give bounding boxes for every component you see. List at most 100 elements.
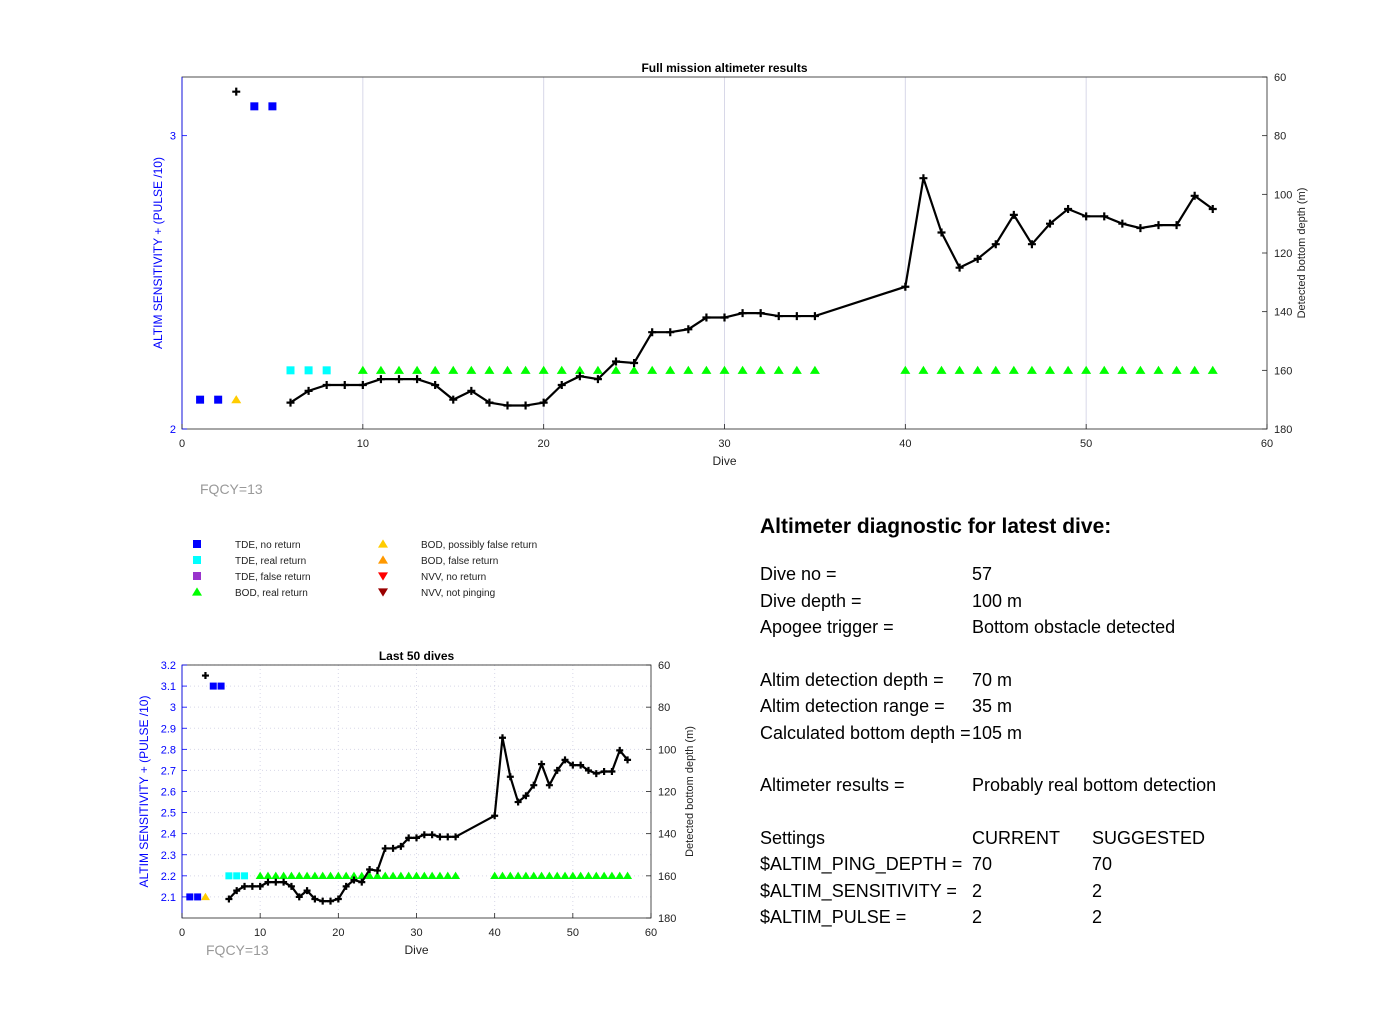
bottom-depth-point [201, 672, 209, 680]
left-tick-label: 2.6 [161, 787, 176, 799]
bod-real-return-marker [466, 365, 477, 374]
bod-real-return-marker [576, 871, 586, 879]
bottom-depth-point [561, 756, 569, 764]
bod-real-return-marker [341, 871, 351, 879]
right-tick-label: 160 [658, 871, 676, 883]
bottom-depth-point [1154, 221, 1163, 230]
x-tick-label: 0 [179, 927, 185, 939]
bottom-depth-point [538, 760, 546, 768]
tde-no-return-marker [209, 682, 217, 690]
bod-real-return-marker [1117, 365, 1128, 374]
bod-real-return-marker [380, 871, 390, 879]
bod-real-return-marker [255, 871, 265, 879]
bod-real-return-marker [412, 871, 421, 879]
bottom-depth-point [413, 834, 420, 842]
bod-real-return-marker [404, 871, 414, 879]
bottom-depth-point [506, 773, 514, 781]
bottom-depth-point [272, 878, 280, 886]
bod-real-return-marker [279, 871, 289, 879]
bod-real-return-marker [263, 871, 273, 879]
right-tick-label: 160 [1274, 365, 1292, 377]
bod-real-return-marker [365, 871, 375, 879]
bottom-depth-point [901, 282, 910, 291]
bod-real-return-marker [647, 365, 658, 374]
x-axis-label: Dive [404, 943, 428, 957]
bod-real-return-marker [349, 871, 359, 879]
setting-suggested: 2 [1092, 907, 1103, 927]
bottom-depth-point [248, 882, 256, 890]
bottom-depth-point [973, 254, 982, 263]
full-mission-chart: 0 10 20 30 40 50 60 2 3 60 80 100 120 140 160 180 Full m… [151, 61, 1308, 497]
bottom-depth-point [592, 770, 600, 778]
bod-real-return-marker [809, 365, 820, 374]
bottom-depth-point [358, 381, 367, 389]
bod-real-return-marker [665, 365, 676, 374]
bod-real-return-marker [1081, 365, 1092, 374]
tde-no-return-marker [196, 395, 205, 404]
bod-real-return-marker [599, 871, 609, 879]
bottom-depth-point [648, 328, 657, 337]
bottom-depth-point [600, 767, 608, 775]
tde-real-return-marker [233, 872, 241, 880]
bod-real-return-marker [611, 365, 621, 374]
right-tick-label: 140 [658, 829, 676, 841]
x-tick-label: 40 [489, 927, 501, 939]
left-tick-label: 2.3 [161, 850, 176, 862]
calc-depth-value: 105 m [972, 722, 1023, 743]
left-tick-label: 3 [170, 131, 176, 143]
right-axis-label: Detected bottom depth (m) [1296, 188, 1308, 319]
x-tick-label: 20 [332, 927, 344, 939]
bottom-depth-point [287, 882, 295, 890]
left-axis-label: ALTIM SENSITIVITY + (PULSE /10) [137, 696, 151, 888]
bod-real-return-marker [954, 365, 965, 374]
bod-real-return-marker [326, 871, 336, 879]
tde-real-return-marker [241, 872, 249, 880]
x-axis-label: Dive [712, 454, 736, 468]
bod-real-return-marker [286, 871, 296, 879]
bod-real-return-marker [701, 365, 712, 374]
bod-real-return-marker [388, 871, 398, 879]
legend-marker [193, 556, 201, 564]
tde-real-return-marker [322, 366, 331, 375]
x-tick-label: 50 [1080, 438, 1092, 450]
bottom-depth-point [810, 312, 819, 321]
bottom-depth-point [624, 756, 632, 764]
bod-real-return-marker [1008, 365, 1019, 374]
fqcy-annotation: FQCY=13 [200, 481, 263, 497]
bod-real-return-marker [412, 365, 423, 374]
bottom-depth-point [286, 398, 295, 407]
altim-depth-value: 70 m [972, 669, 1013, 690]
bod-real-return-marker [419, 871, 429, 879]
bottom-depth-point [575, 372, 584, 381]
dive-no-value: 57 [972, 564, 993, 584]
chart-title: Full mission altimeter results [641, 61, 807, 75]
results-value: Probably real bottom detection [972, 775, 1217, 795]
bod-real-return-marker [592, 365, 603, 374]
right-tick-label: 100 [658, 744, 676, 756]
settings-header-row: Settings CURRENT SUGGESTED [760, 825, 1380, 852]
bottom-depth-point [366, 866, 374, 874]
x-tick-label: 60 [1261, 438, 1273, 450]
left-tick-label: 3 [170, 702, 176, 714]
legend-label: TDE, false return [235, 572, 311, 583]
bottom-depth-point [225, 895, 233, 903]
bottom-depth-point [485, 398, 494, 407]
bottom-depth-point [327, 897, 335, 905]
bottom-depth-point [593, 375, 602, 384]
bod-real-return-marker [513, 871, 523, 879]
bod-real-return-marker [629, 365, 640, 374]
x-tick-label: 20 [538, 438, 550, 450]
dive-depth-value: 100 m [972, 590, 1023, 611]
spacer [760, 799, 1380, 825]
bod-real-return-marker [294, 871, 304, 879]
bottom-depth-point [569, 761, 577, 769]
bottom-depth-point [428, 831, 436, 839]
bod-real-return-marker [357, 365, 368, 374]
tde-no-return-marker [186, 893, 194, 901]
legend-marker [378, 588, 388, 597]
bod-possibly-false-return-marker [231, 395, 242, 404]
bod-real-return-marker [537, 871, 547, 879]
setting-name: $ALTIM_PING_DEPTH = [760, 854, 963, 874]
bottom-depth-point [530, 781, 538, 789]
bottom-depth-point [738, 309, 747, 318]
